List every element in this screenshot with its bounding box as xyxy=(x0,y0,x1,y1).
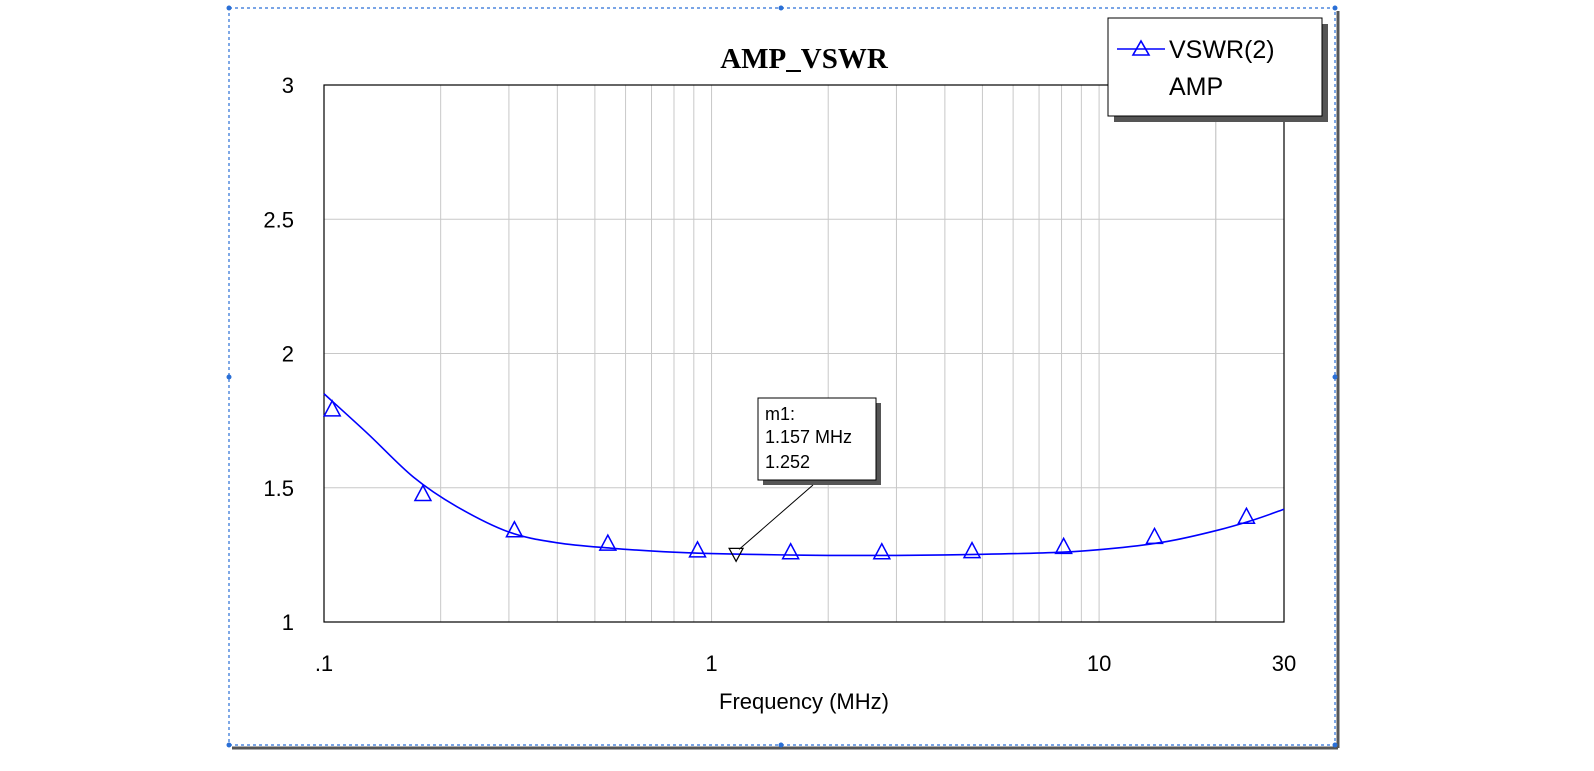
legend-series-subname: AMP xyxy=(1169,73,1223,101)
data-point-marker xyxy=(505,520,524,538)
data-point-marker xyxy=(781,542,800,560)
data-point-marker xyxy=(872,542,892,560)
resize-handle[interactable] xyxy=(226,5,232,11)
resize-handle[interactable] xyxy=(778,5,784,11)
data-point-marker xyxy=(962,541,982,559)
series-vswr xyxy=(322,393,1285,560)
chart-title: AMP_VSWR xyxy=(720,43,889,75)
resize-handle[interactable] xyxy=(1332,5,1338,11)
x-axis-ticks: .1 1 10 30 xyxy=(315,651,1296,676)
plot-border xyxy=(323,84,1285,623)
resize-handle[interactable] xyxy=(226,374,232,380)
y-tick-label: 1.5 xyxy=(263,476,294,501)
y-tick-label: 1 xyxy=(282,610,294,635)
y-axis-ticks: 1 1.5 2 2.5 3 xyxy=(263,73,294,635)
selection-handles[interactable] xyxy=(226,5,1338,748)
marker-frequency: 1.157 MHz xyxy=(765,427,852,447)
marker-callout-box xyxy=(757,397,877,481)
data-point-marker xyxy=(688,540,707,558)
marker-m1[interactable]: m1: 1.157 MHz 1.252 xyxy=(728,397,881,563)
x-tick-label: .1 xyxy=(315,651,333,676)
resize-handle[interactable] xyxy=(1332,742,1338,748)
legend-series-name: VSWR(2) xyxy=(1169,36,1275,64)
y-tick-label: 2 xyxy=(282,342,294,367)
legend[interactable]: VSWR(2) AMP xyxy=(1107,17,1328,122)
marker-name: m1: xyxy=(765,404,795,424)
x-axis-label: Frequency (MHz) xyxy=(719,689,889,714)
marker-value: 1.252 xyxy=(765,452,810,472)
data-point-marker xyxy=(598,533,618,551)
resize-handle[interactable] xyxy=(778,742,784,748)
y-tick-label: 2.5 xyxy=(263,207,294,232)
legend-triangle-icon xyxy=(1131,39,1151,56)
x-tick-label: 1 xyxy=(705,651,717,676)
series-line xyxy=(323,393,1285,557)
legend-box xyxy=(1107,17,1323,117)
data-point-marker xyxy=(322,399,342,417)
resize-handle[interactable] xyxy=(1332,374,1338,380)
data-point-marker xyxy=(1054,536,1073,555)
resize-handle[interactable] xyxy=(226,742,232,748)
data-point-marker xyxy=(413,483,433,502)
data-point-marker xyxy=(1145,526,1164,545)
grid xyxy=(324,85,1284,622)
marker-triangle xyxy=(728,547,745,563)
y-tick-label: 3 xyxy=(282,73,294,98)
x-tick-label: 10 xyxy=(1087,651,1111,676)
data-point-marker xyxy=(1237,506,1256,525)
x-tick-label: 30 xyxy=(1272,651,1296,676)
marker-leader-line xyxy=(738,484,814,550)
